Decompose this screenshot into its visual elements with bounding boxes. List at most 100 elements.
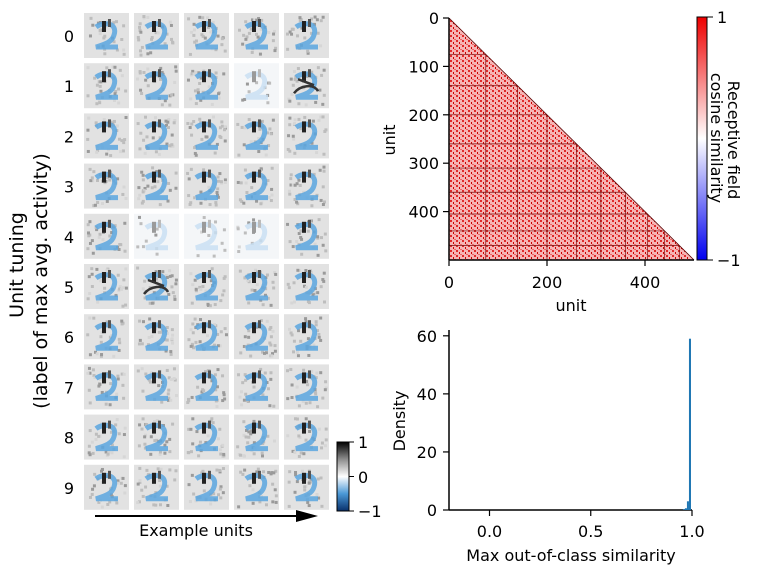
histogram-bar	[688, 338, 691, 510]
unit-receptive-field-tile	[84, 314, 129, 360]
unit-receptive-field-tile	[184, 63, 229, 109]
unit-receptive-field-tile	[234, 364, 279, 410]
histogram-x-tick-label: 0.5	[578, 522, 603, 541]
tile-grid	[84, 13, 329, 510]
unit-receptive-field-tile	[84, 264, 129, 309]
matrix-xlabel: unit	[556, 296, 587, 315]
unit-receptive-field-tile	[84, 113, 129, 159]
histogram-x-tick-label: 1.0	[679, 522, 704, 541]
histogram-bar	[682, 509, 685, 510]
histogram-x-tick-label: 0.0	[477, 522, 502, 541]
unit-receptive-field-tile	[184, 314, 229, 360]
unit-receptive-field-tile	[284, 113, 329, 159]
grid-row-label: 5	[64, 278, 74, 297]
unit-receptive-field-tile	[84, 414, 129, 460]
histogram-y-tick-label: 0	[427, 501, 437, 520]
unit-receptive-field-tile	[134, 314, 179, 360]
matrix-ylabel: unit	[380, 125, 399, 156]
matrix-diagonal	[448, 17, 695, 261]
unit-receptive-field-tile	[84, 13, 129, 58]
histogram-bar	[686, 501, 689, 510]
unit-receptive-field-tile	[284, 13, 329, 58]
unit-receptive-field-tile	[234, 113, 279, 159]
histogram-panel: 0.0 0.5 1.0 0 20 40 60 Max out-of-class simil…	[390, 327, 705, 565]
unit-receptive-field-tile	[184, 264, 229, 309]
unit-receptive-field-tile	[84, 464, 129, 510]
grid-row-label: 0	[64, 27, 74, 46]
tuning-colorbar: 1 0 −1	[336, 433, 382, 521]
unit-receptive-field-tile	[234, 314, 279, 360]
unit-receptive-field-tile	[284, 264, 329, 309]
histogram-y-tick-label: 40	[417, 385, 437, 404]
grid-row-label: 2	[64, 127, 74, 146]
unit-receptive-field-tile	[84, 63, 129, 109]
unit-receptive-field-tile	[134, 414, 179, 460]
unit-receptive-field-tile	[284, 63, 329, 109]
similarity-colorbar-label-line1: Receptive field	[724, 81, 743, 200]
histogram-y-tick-label: 20	[417, 443, 437, 462]
similarity-colorbar-label-line2: cosine similarity	[707, 73, 726, 203]
matrix-x-tick-label: 0	[444, 273, 454, 292]
similarity-matrix-panel: 0 200 400 0 100 200 300 400 unit unit 1 −1 Rec…	[380, 8, 743, 315]
matrix-y-tick-label: 300	[408, 154, 439, 173]
unit-receptive-field-tile	[184, 464, 229, 510]
unit-receptive-field-tile	[234, 213, 279, 259]
matrix-x-tick-label: 400	[630, 273, 661, 292]
grid-row-label: 4	[64, 228, 74, 247]
unit-receptive-field-tile	[234, 163, 279, 209]
matrix-y-ticks: 0 100 200 300 400	[408, 9, 449, 222]
similarity-colorbar-tick-min: −1	[717, 251, 741, 270]
tuning-colorbar-tick-max: 1	[358, 433, 368, 452]
class-block-boundaries	[449, 53, 680, 260]
matrix-y-tick-label: 400	[408, 203, 439, 222]
matrix-y-tick-label: 100	[408, 57, 439, 76]
unit-receptive-field-tile	[234, 264, 279, 309]
grid-xlabel: Example units	[139, 521, 253, 540]
unit-receptive-field-tile	[134, 163, 179, 209]
unit-receptive-field-tile	[184, 364, 229, 410]
unit-receptive-field-tile	[284, 163, 329, 209]
grid-ylabel-line2: (label of max avg. activity)	[30, 153, 52, 409]
grid-row-label: 3	[64, 178, 74, 197]
unit-receptive-field-tile	[234, 63, 279, 109]
unit-tuning-panel: Unit tuning (label of max avg. activity)…	[6, 13, 382, 540]
matrix-x-tick-label: 200	[532, 273, 563, 292]
histogram-bars	[682, 338, 691, 510]
histogram-x-ticks: 0.0 0.5 1.0	[477, 510, 705, 541]
unit-receptive-field-tile	[284, 414, 329, 460]
unit-receptive-field-tile	[134, 464, 179, 510]
unit-receptive-field-tile	[134, 364, 179, 410]
grid-row-label: 1	[64, 77, 74, 96]
unit-receptive-field-tile	[284, 364, 329, 410]
example-units-arrowhead	[296, 510, 318, 522]
unit-receptive-field-tile	[234, 464, 279, 510]
grid-row-label: 8	[64, 429, 74, 448]
unit-receptive-field-tile	[84, 364, 129, 410]
tuning-colorbar-tick-mid: 0	[358, 468, 368, 487]
unit-receptive-field-tile	[184, 163, 229, 209]
unit-receptive-field-tile	[284, 464, 329, 510]
histogram-ylabel: Density	[390, 391, 409, 452]
matrix-y-tick-label: 200	[408, 106, 439, 125]
unit-receptive-field-tile	[234, 13, 279, 58]
similarity-colorbar: 1 −1 Receptive field cosine similarity	[696, 8, 743, 270]
unit-receptive-field-tile	[134, 213, 179, 259]
unit-receptive-field-tile	[84, 163, 129, 209]
tuning-colorbar-gradient	[336, 441, 350, 512]
histogram-bar	[684, 508, 687, 510]
unit-receptive-field-tile	[284, 314, 329, 360]
unit-receptive-field-tile	[134, 13, 179, 58]
grid-row-label: 6	[64, 328, 74, 347]
similarity-colorbar-gradient	[696, 16, 708, 261]
unit-receptive-field-tile	[184, 213, 229, 259]
unit-receptive-field-tile	[234, 414, 279, 460]
unit-receptive-field-tile	[84, 213, 129, 259]
matrix-x-ticks: 0 200 400	[444, 260, 660, 292]
grid-ylabel-line1: Unit tuning	[6, 212, 28, 318]
histogram-y-ticks: 0 20 40 60	[417, 327, 449, 520]
grid-row-label: 9	[64, 479, 74, 498]
histogram-xlabel: Max out-of-class similarity	[466, 546, 675, 565]
unit-receptive-field-tile	[134, 63, 179, 109]
unit-receptive-field-tile	[184, 113, 229, 159]
